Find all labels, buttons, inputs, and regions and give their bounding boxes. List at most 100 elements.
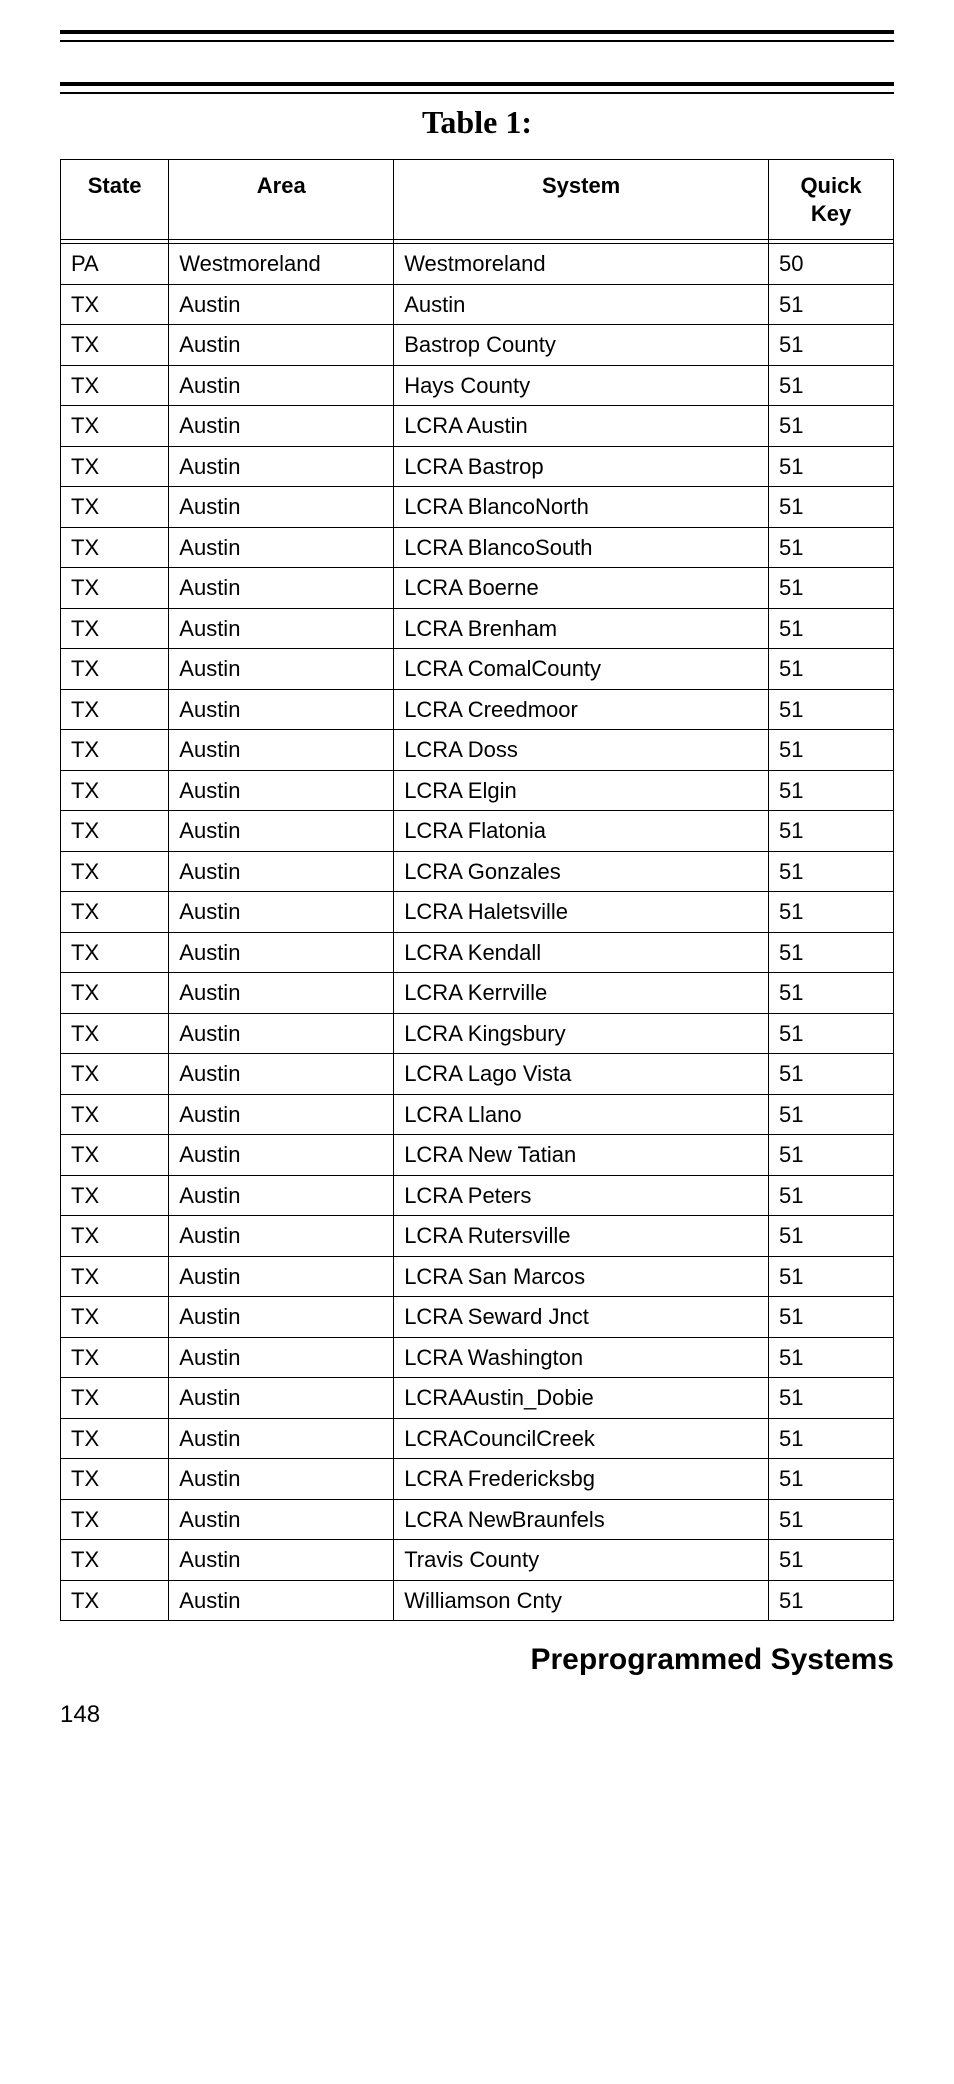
table-cell: TX [61,1216,169,1257]
table-cell: LCRA Haletsville [394,892,769,933]
table-cell: TX [61,1135,169,1176]
table-cell: TX [61,811,169,852]
table-row: TXAustinLCRA ComalCounty51 [61,649,894,690]
table-cell: LCRA Brenham [394,608,769,649]
table-cell: Austin [169,973,394,1014]
table-cell: TX [61,1540,169,1581]
table-cell: PA [61,244,169,285]
table-cell: 50 [769,244,894,285]
table-cell: TX [61,1418,169,1459]
table-cell: Austin [169,1013,394,1054]
table-row: TXAustinAustin51 [61,284,894,325]
table-cell: LCRA Creedmoor [394,689,769,730]
col-header-system: System [394,160,769,240]
table-cell: Williamson Cnty [394,1580,769,1621]
table-row: TXAustinLCRA Llano51 [61,1094,894,1135]
table-cell: Austin [169,568,394,609]
table-cell: Westmoreland [169,244,394,285]
table-row: TXAustinLCRA BlancoNorth51 [61,487,894,528]
table-cell: TX [61,406,169,447]
table-cell: TX [61,689,169,730]
table-cell: TX [61,1337,169,1378]
table-cell: Austin [169,1459,394,1500]
table-row: TXAustinLCRA Elgin51 [61,770,894,811]
table-cell: Austin [169,892,394,933]
table-row: TXAustinBastrop County51 [61,325,894,366]
table-row: TXAustinLCRA Boerne51 [61,568,894,609]
table-row: TXAustinLCRA Peters51 [61,1175,894,1216]
table-cell: Austin [169,1418,394,1459]
section-footer: Preprogrammed Systems [60,1643,894,1677]
table-cell: TX [61,892,169,933]
table-title: Table 1: [60,104,894,141]
table-cell: 51 [769,365,894,406]
table-row: TXAustinLCRA Kerrville51 [61,973,894,1014]
table-cell: 51 [769,1378,894,1419]
table-cell: 51 [769,446,894,487]
table-cell: TX [61,1013,169,1054]
table-cell: 51 [769,973,894,1014]
table-cell: TX [61,730,169,771]
table-cell: TX [61,608,169,649]
table-cell: TX [61,1499,169,1540]
table-cell: TX [61,487,169,528]
table-cell: LCRA Gonzales [394,851,769,892]
table-cell: 51 [769,527,894,568]
data-table: State Area System Quick Key PAWestmorela… [60,159,894,1621]
table-cell: 51 [769,1499,894,1540]
table-row: TXAustinLCRA Rutersville51 [61,1216,894,1257]
table-row: TXAustinLCRA Haletsville51 [61,892,894,933]
table-cell: Austin [169,365,394,406]
table-row: TXAustinLCRA Seward Jnct51 [61,1297,894,1338]
table-cell: Austin [169,284,394,325]
second-rule [60,82,894,94]
table-cell: TX [61,649,169,690]
table-row: TXAustinLCRA Fredericksbg51 [61,1459,894,1500]
table-row: TXAustinWilliamson Cnty51 [61,1580,894,1621]
table-cell: Austin [169,1135,394,1176]
table-cell: 51 [769,1540,894,1581]
table-row: TXAustinLCRA BlancoSouth51 [61,527,894,568]
table-header-row: State Area System Quick Key [61,160,894,240]
table-cell: Austin [169,325,394,366]
table-cell: 51 [769,1216,894,1257]
table-row: TXAustinLCRA Gonzales51 [61,851,894,892]
table-cell: Austin [169,527,394,568]
table-row: TXAustinLCRACouncilCreek51 [61,1418,894,1459]
table-cell: Austin [169,1580,394,1621]
table-row: TXAustinLCRA New Tatian51 [61,1135,894,1176]
table-cell: TX [61,973,169,1014]
table-cell: Austin [169,1337,394,1378]
table-cell: LCRA BlancoSouth [394,527,769,568]
table-cell: Austin [169,1540,394,1581]
table-cell: Austin [169,1256,394,1297]
table-row: TXAustinLCRA NewBraunfels51 [61,1499,894,1540]
table-cell: Austin [169,406,394,447]
table-cell: Austin [169,811,394,852]
table-row: TXAustinLCRA Creedmoor51 [61,689,894,730]
table-cell: LCRA NewBraunfels [394,1499,769,1540]
table-cell: TX [61,1256,169,1297]
col-header-area: Area [169,160,394,240]
table-cell: LCRA Fredericksbg [394,1459,769,1500]
table-cell: 51 [769,568,894,609]
table-cell: Austin [394,284,769,325]
table-cell: LCRA San Marcos [394,1256,769,1297]
table-cell: TX [61,284,169,325]
table-cell: 51 [769,730,894,771]
table-row: TXAustinLCRAAustin_Dobie51 [61,1378,894,1419]
table-cell: LCRA Boerne [394,568,769,609]
table-cell: LCRA Flatonia [394,811,769,852]
table-cell: 51 [769,892,894,933]
page: Table 1: State Area System Quick Key PAW… [0,0,954,1769]
table-cell: 51 [769,1013,894,1054]
table-cell: LCRA New Tatian [394,1135,769,1176]
table-cell: Austin [169,851,394,892]
page-number: 148 [60,1701,894,1729]
table-cell: LCRA Doss [394,730,769,771]
table-cell: Austin [169,730,394,771]
table-cell: 51 [769,284,894,325]
table-body: PAWestmorelandWestmoreland50TXAustinAust… [61,240,894,1621]
table-cell: Austin [169,1499,394,1540]
table-cell: 51 [769,851,894,892]
